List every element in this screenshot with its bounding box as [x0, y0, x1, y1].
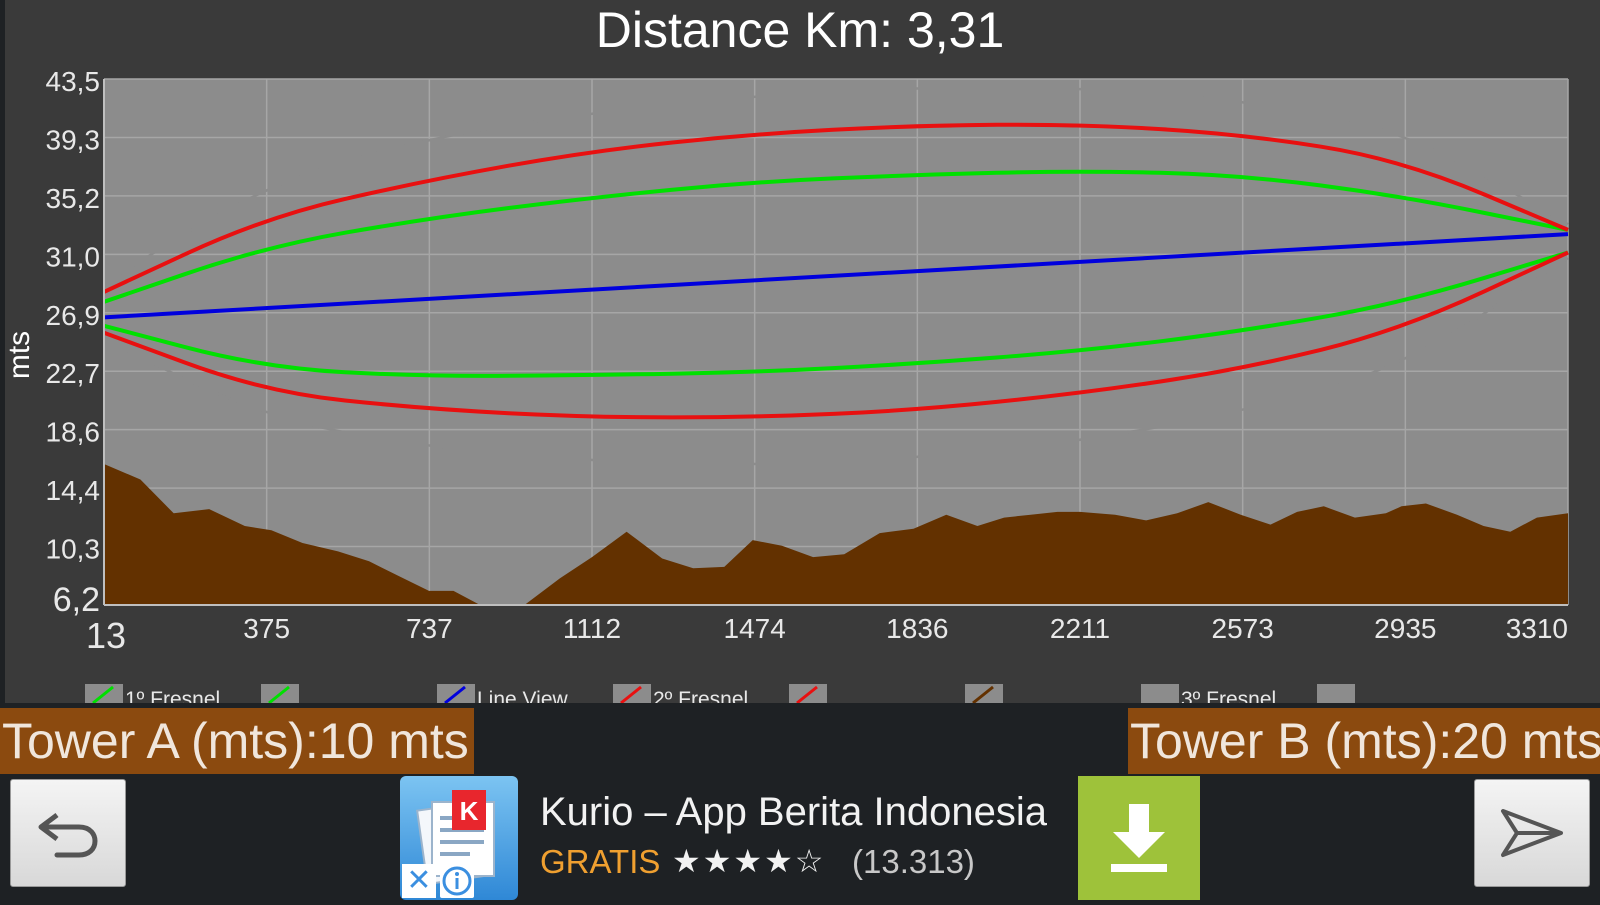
y-tick-label: 39,3 — [46, 124, 101, 155]
chart-svg: 43,539,335,231,026,922,718,614,410,36,21… — [5, 2, 1569, 703]
close-icon[interactable]: ✕ — [402, 864, 436, 898]
y-tick-label: 31,0 — [46, 241, 101, 272]
x-tick-label: 737 — [406, 613, 453, 644]
x-tick-label: 1836 — [886, 613, 948, 644]
x-tick-label: 3310 — [1506, 613, 1568, 644]
legend-swatch-line — [620, 685, 642, 703]
x-tick-label: 1474 — [724, 613, 786, 644]
fresnel-chart: 43,5 39,3 35,2 31,0 26,9 22,7 18,6 14,4 10,3 6,2 1… — [5, 0, 1600, 703]
terrain-area — [104, 464, 1568, 605]
send-icon — [1501, 809, 1563, 857]
legend-swatch-line — [1324, 685, 1346, 703]
ad-banner[interactable]: K ✕ Kurio – App Berita Indonesia GRATIS … — [400, 776, 1200, 900]
download-button[interactable] — [1078, 776, 1200, 900]
ad-rating-stars: ★★★★☆ — [672, 843, 826, 879]
legend-swatch-line — [268, 685, 290, 703]
x-tick-label: 2935 — [1374, 613, 1436, 644]
ad-price: GRATIS — [540, 843, 661, 880]
y-tick-label: 10,3 — [46, 534, 101, 565]
x-tick-label: 1112 — [563, 613, 621, 644]
y-tick-label: 14,4 — [46, 475, 101, 506]
send-button[interactable] — [1474, 779, 1590, 887]
x-tick-label: 13 — [86, 615, 126, 656]
y-tick-label: 26,9 — [46, 300, 101, 331]
series-lower — [103, 257, 1569, 466]
series-lower — [103, 250, 1569, 420]
download-icon — [1111, 804, 1167, 872]
x-tick-label: 2573 — [1212, 613, 1274, 644]
y-tick-label: 35,2 — [46, 183, 101, 214]
series-lower — [103, 250, 1569, 378]
back-button[interactable] — [10, 779, 126, 887]
legend-label: 3º Fresnel — [1181, 688, 1276, 703]
series-upper — [103, 122, 1569, 294]
series-upper — [103, 86, 1569, 285]
y-tick-label: 43,5 — [46, 66, 101, 97]
app-icon-letter: K — [460, 796, 479, 826]
legend-swatch-line — [92, 685, 114, 703]
series-upper — [103, 169, 1569, 304]
ad-title[interactable]: Kurio – App Berita Indonesia — [540, 790, 1048, 834]
tower-b-label: Tower B (mts):20 mts — [1128, 708, 1600, 774]
y-tick-label: 6,2 — [53, 581, 100, 619]
x-tick-label: 375 — [243, 613, 290, 644]
legend-swatch-line — [972, 685, 994, 703]
newspaper-icon: K — [416, 790, 495, 886]
legend-label: 1º Fresnel — [125, 688, 220, 703]
y-tick-label: 22,7 — [46, 358, 101, 389]
tower-a-label: Tower A (mts):10 mts — [0, 708, 474, 774]
legend-swatch-line — [1148, 685, 1170, 703]
undo-arrow-icon — [38, 813, 98, 858]
legend-label: 2º Fresnel — [653, 688, 748, 703]
x-tick-label: 2211 — [1050, 613, 1110, 644]
line-of-sight — [103, 232, 1569, 320]
legend-swatch-line — [444, 685, 466, 703]
y-axis-label: mts — [5, 331, 36, 379]
y-tick-label: 18,6 — [46, 417, 101, 448]
info-icon[interactable] — [440, 864, 474, 898]
legend-label: Line View — [477, 688, 569, 703]
chart-title: Distance Km: 3,31 — [596, 2, 1005, 58]
ad-rating-count: (13.313) — [852, 843, 975, 880]
legend-swatch-line — [796, 685, 818, 703]
